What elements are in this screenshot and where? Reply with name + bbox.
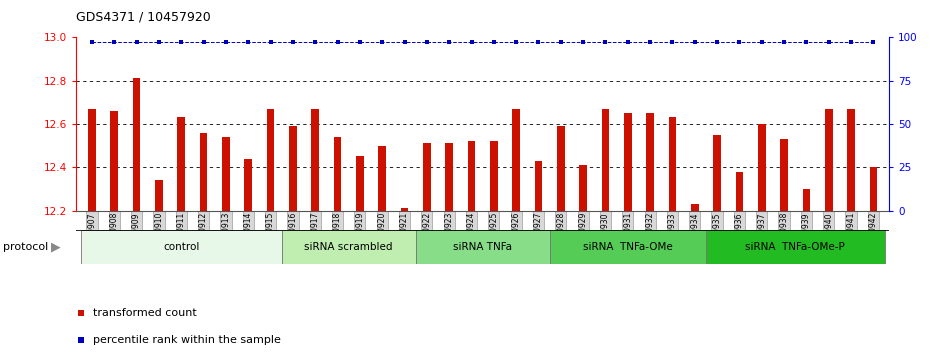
Bar xyxy=(133,78,140,211)
Bar xyxy=(289,126,297,211)
Bar xyxy=(758,124,765,211)
Bar xyxy=(535,161,542,211)
Text: siRNA TNFa: siRNA TNFa xyxy=(453,242,512,252)
Bar xyxy=(379,145,386,211)
Text: protocol: protocol xyxy=(3,242,48,252)
Bar xyxy=(780,139,788,211)
Bar xyxy=(88,109,96,211)
Bar xyxy=(646,113,654,211)
Bar xyxy=(200,132,207,211)
Text: siRNA  TNFa-OMe-P: siRNA TNFa-OMe-P xyxy=(746,242,845,252)
Bar xyxy=(557,126,565,211)
Bar xyxy=(550,230,706,264)
Bar xyxy=(847,109,855,211)
Bar xyxy=(825,109,832,211)
Bar xyxy=(155,180,163,211)
Bar xyxy=(222,137,230,211)
Bar xyxy=(713,135,721,211)
Text: percentile rank within the sample: percentile rank within the sample xyxy=(93,335,281,345)
Bar xyxy=(512,109,520,211)
Bar xyxy=(267,109,274,211)
Bar xyxy=(81,230,282,264)
Text: control: control xyxy=(163,242,199,252)
Text: ▶: ▶ xyxy=(51,240,60,253)
Bar xyxy=(691,204,698,211)
Bar xyxy=(178,118,185,211)
Bar xyxy=(356,156,364,211)
Text: siRNA  TNFa-OMe: siRNA TNFa-OMe xyxy=(583,242,672,252)
Bar xyxy=(401,209,408,211)
Bar xyxy=(706,230,884,264)
Bar xyxy=(602,109,609,211)
Bar xyxy=(312,109,319,211)
Bar xyxy=(490,141,498,211)
Bar xyxy=(423,143,431,211)
Bar xyxy=(416,230,550,264)
Bar xyxy=(282,230,416,264)
Text: siRNA scrambled: siRNA scrambled xyxy=(304,242,393,252)
Text: transformed count: transformed count xyxy=(93,308,197,318)
Bar xyxy=(579,165,587,211)
Bar xyxy=(736,172,743,211)
Bar xyxy=(111,111,118,211)
Bar xyxy=(803,189,810,211)
Bar xyxy=(468,141,475,211)
Bar xyxy=(624,113,631,211)
Text: GDS4371 / 10457920: GDS4371 / 10457920 xyxy=(76,11,211,24)
Bar xyxy=(245,159,252,211)
Bar xyxy=(669,118,676,211)
Bar xyxy=(870,167,877,211)
Bar xyxy=(334,137,341,211)
Bar xyxy=(445,143,453,211)
